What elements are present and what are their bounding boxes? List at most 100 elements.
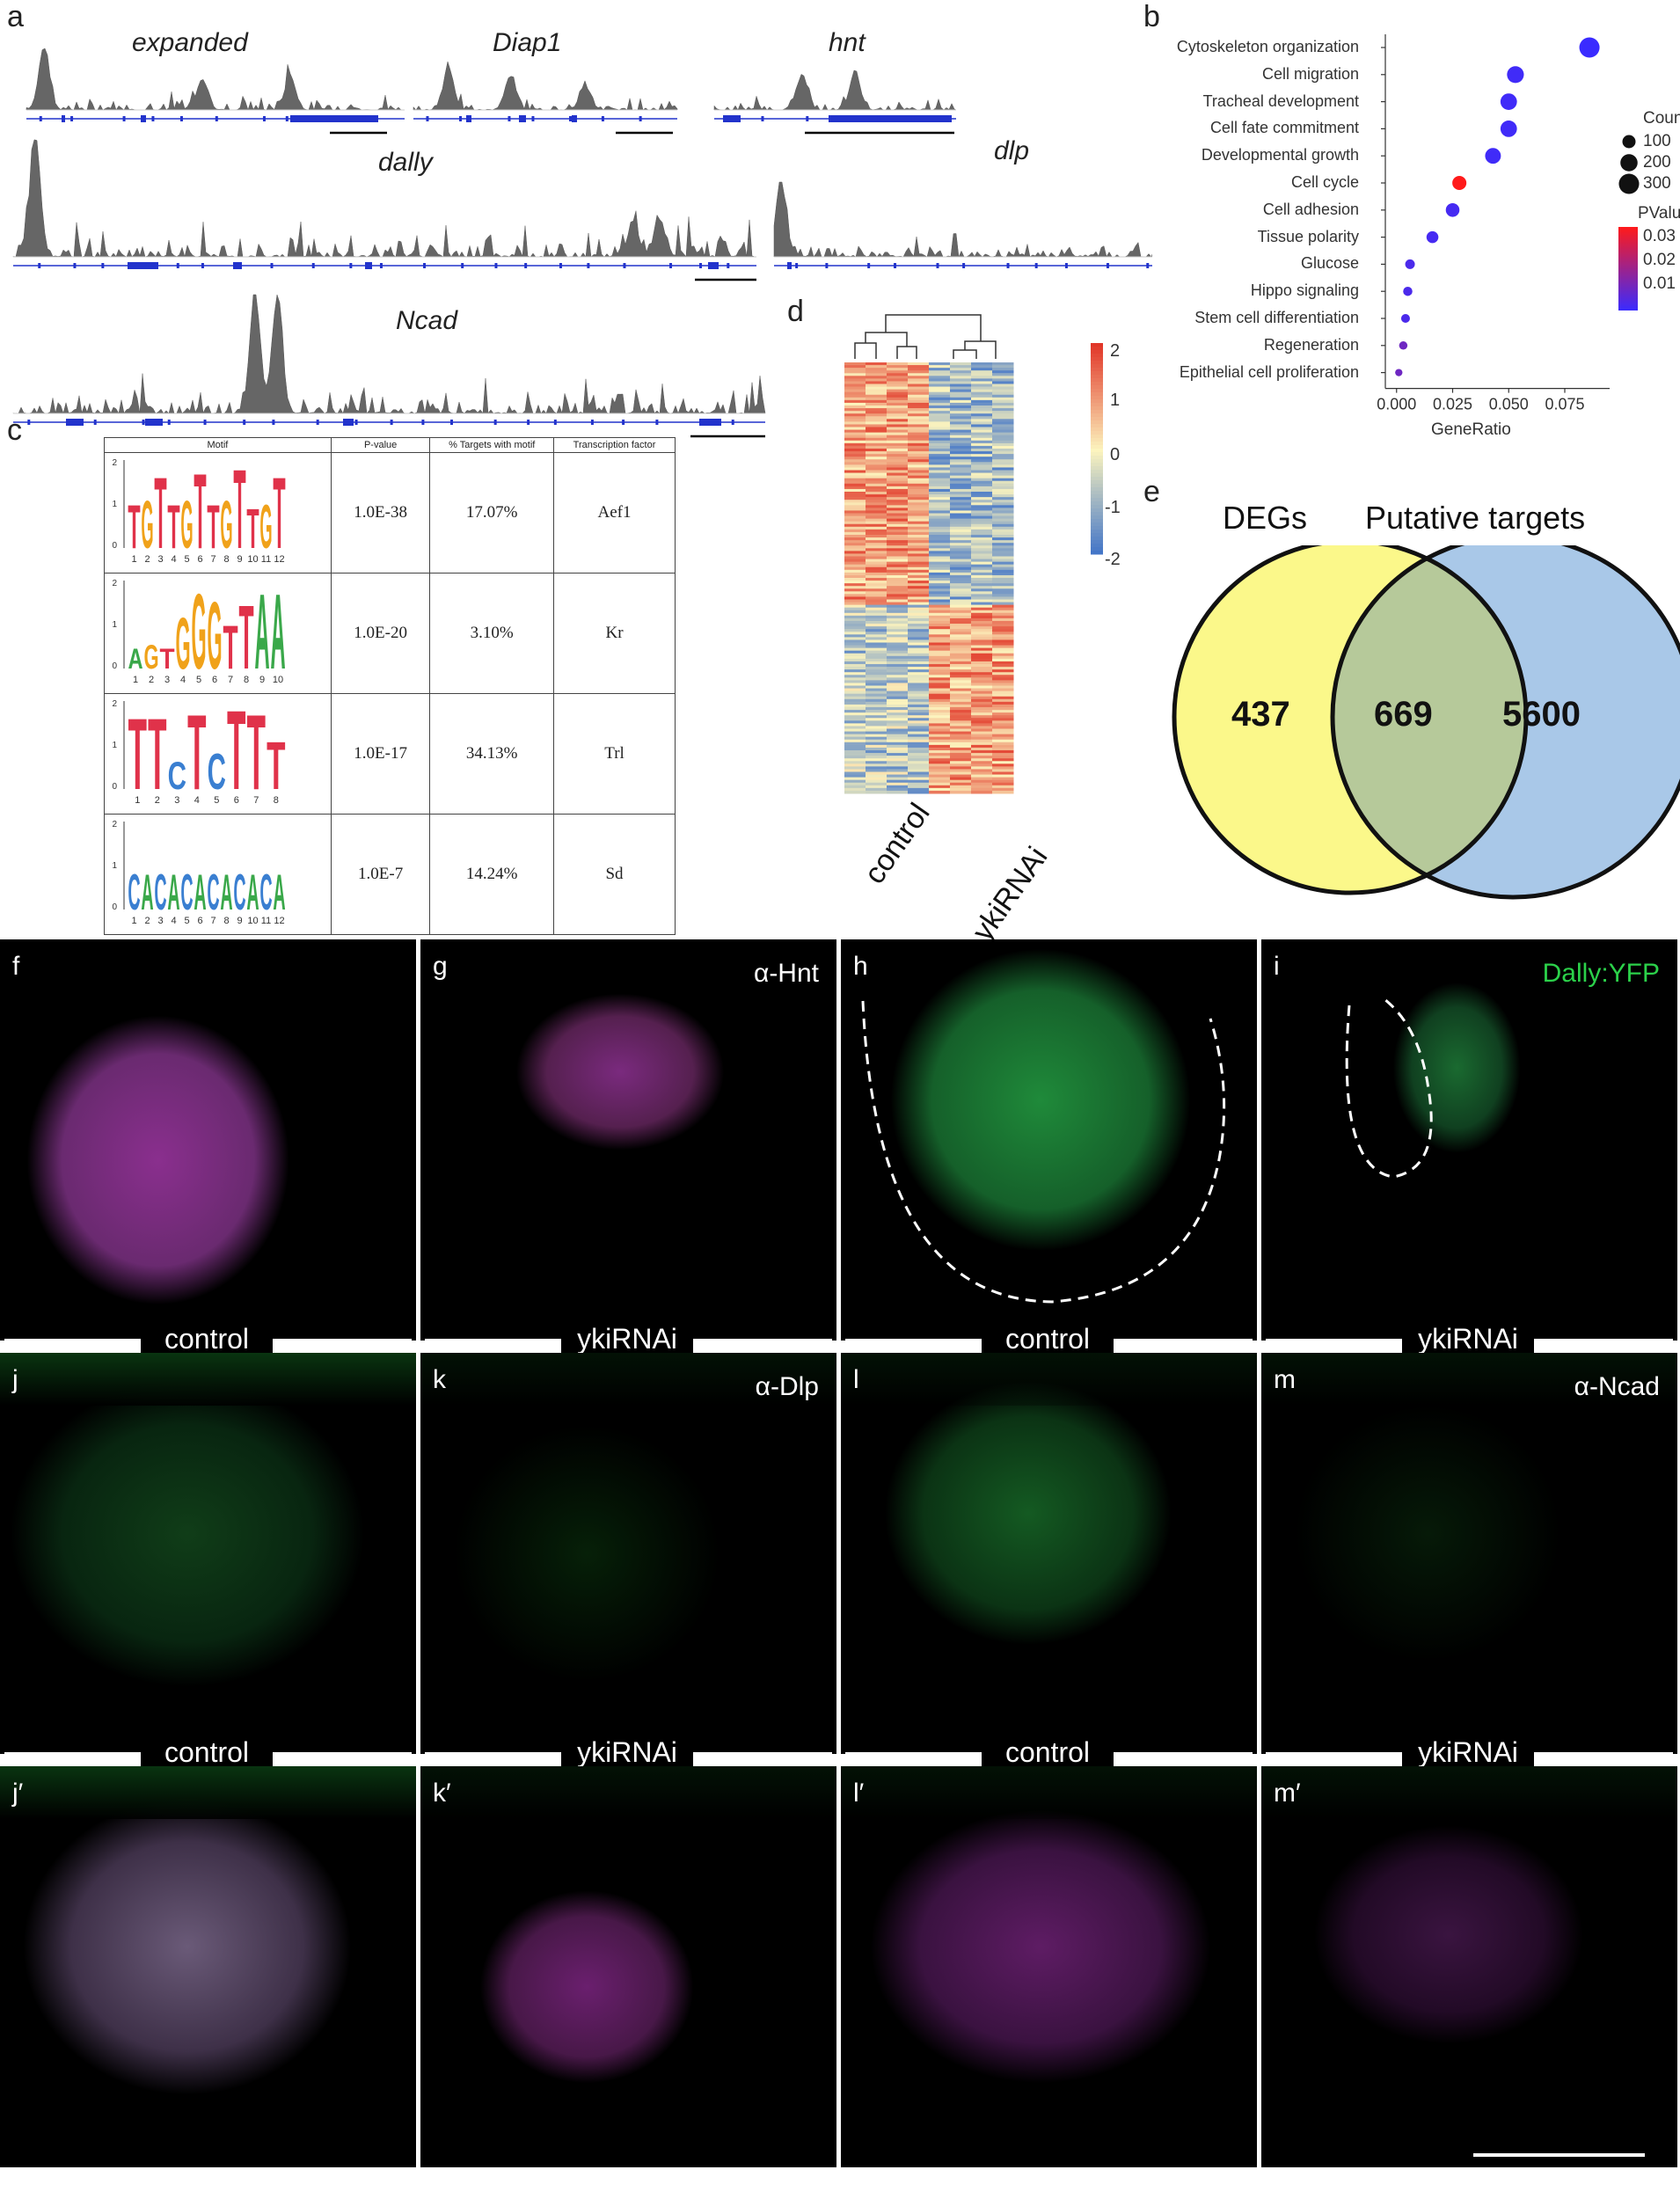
heatmap-cell [992, 376, 1014, 379]
heatmap-cell [971, 658, 993, 662]
heatmap-cell [992, 642, 1014, 647]
heatmap-cell [866, 696, 887, 700]
heatmap-cell [929, 442, 951, 447]
heatmap-cell [844, 397, 866, 401]
heatmap-cell [887, 529, 909, 533]
heatmap-cell [866, 715, 887, 719]
heatmap-cell [887, 629, 909, 632]
heatmap-cell [929, 362, 951, 366]
heatmap-cell [950, 753, 972, 756]
heatmap-cell [950, 742, 972, 746]
heatmap-cell [971, 779, 993, 784]
heatmap-cell [866, 427, 887, 431]
heatmap-cell [971, 787, 993, 792]
heatmap-cell [992, 626, 1014, 630]
micrograph-3: h [841, 939, 1257, 1341]
heatmap-cell [908, 543, 930, 546]
heatmap-cell [908, 376, 930, 379]
heatmap-cell [950, 545, 972, 549]
heatmap-cell [992, 779, 1014, 784]
heatmap-cell [950, 370, 972, 374]
exon [167, 420, 171, 425]
exon [806, 116, 809, 121]
heatmap-cell [950, 561, 972, 566]
logo-letter: G [220, 487, 232, 563]
heatmap-cell [950, 734, 972, 738]
heatmap-cell [950, 581, 972, 584]
dotplot-category-label: Developmental growth [1201, 146, 1359, 164]
heatmap-cell [887, 537, 909, 541]
heatmap-cell [971, 574, 993, 579]
heatmap-cell [887, 698, 909, 703]
tissue-stripe [0, 1353, 416, 1406]
heatmap-cell [950, 696, 972, 700]
heatmap-cell [887, 513, 909, 517]
heatmap-cell [866, 440, 887, 444]
heatmap-cell [971, 416, 993, 420]
heatmap-scale-segment [1091, 484, 1103, 488]
heatmap-scale-segment [1091, 368, 1103, 372]
heatmap-cell [992, 442, 1014, 447]
heatmap-cell [844, 394, 866, 398]
dotplot-category-label: Cell cycle [1290, 173, 1359, 191]
heatmap-cell [866, 688, 887, 692]
exon [73, 263, 77, 268]
logo-position: 6 [234, 795, 239, 806]
heatmap-scale-segment [1091, 498, 1103, 502]
heatmap-cell [929, 607, 951, 611]
heatmap-cell [844, 715, 866, 719]
heatmap-cell [844, 488, 866, 493]
heatmap-cell [844, 629, 866, 632]
heatmap-cell [866, 500, 887, 503]
heatmap-cell [929, 531, 951, 536]
heatmap-cell [992, 664, 1014, 668]
heatmap-cell [992, 475, 1014, 479]
heatmap-cell [908, 790, 930, 794]
heatmap-cell [887, 386, 909, 391]
heatmap-cell [971, 742, 993, 746]
heatmap-cell [950, 782, 972, 786]
heatmap-cell [992, 731, 1014, 735]
heatmap-cell [971, 553, 993, 557]
heatmap-cell [866, 750, 887, 754]
heatmap-cell [866, 370, 887, 374]
heatmap-cell [971, 591, 993, 595]
heatmap-cell [844, 617, 866, 622]
heatmap-cell [844, 537, 866, 541]
heatmap-cell [971, 454, 993, 457]
heatmap-scale-segment [1091, 435, 1103, 439]
heatmap-cell [950, 437, 972, 442]
heatmap-cell [908, 411, 930, 414]
micrograph-panel-label: i [1274, 952, 1280, 981]
heatmap-cell [992, 462, 1014, 465]
heatmap-cell [992, 639, 1014, 643]
heatmap-cell [887, 515, 909, 520]
heatmap-cell [929, 561, 951, 566]
heatmap-cell [950, 459, 972, 463]
heatmap-cell [844, 478, 866, 482]
heatmap-cell [992, 688, 1014, 692]
heatmap-cell [971, 634, 993, 638]
heatmap-cell [866, 462, 887, 465]
heatmap-cell [866, 731, 887, 735]
heatmap-cell [866, 734, 887, 738]
heatmap-cell [908, 787, 930, 792]
micrograph-12: m′ [1261, 1766, 1677, 2167]
track-title-diap1: Diap1 [493, 28, 562, 57]
heatmap-cell [950, 785, 972, 789]
dotplot-point [1485, 148, 1501, 164]
heatmap-cell [929, 683, 951, 686]
heatmap-cell [908, 435, 930, 439]
heatmap-cell [992, 602, 1014, 606]
heatmap-cell [971, 588, 993, 592]
heatmap-cell [971, 723, 993, 727]
heatmap-scale-segment [1091, 371, 1103, 376]
motif-logo: 2 1 0 A 1 G 2 T 3 G 4 G 5 G 6 T 7 T 8 A 9 A 10 [104, 572, 332, 694]
heatmap-cell [950, 526, 972, 530]
logo-letter: C [208, 744, 226, 800]
heatmap-cell [866, 548, 887, 552]
heatmap-cell [929, 615, 951, 619]
heatmap-cell [866, 569, 887, 573]
heatmap-cell [908, 365, 930, 369]
